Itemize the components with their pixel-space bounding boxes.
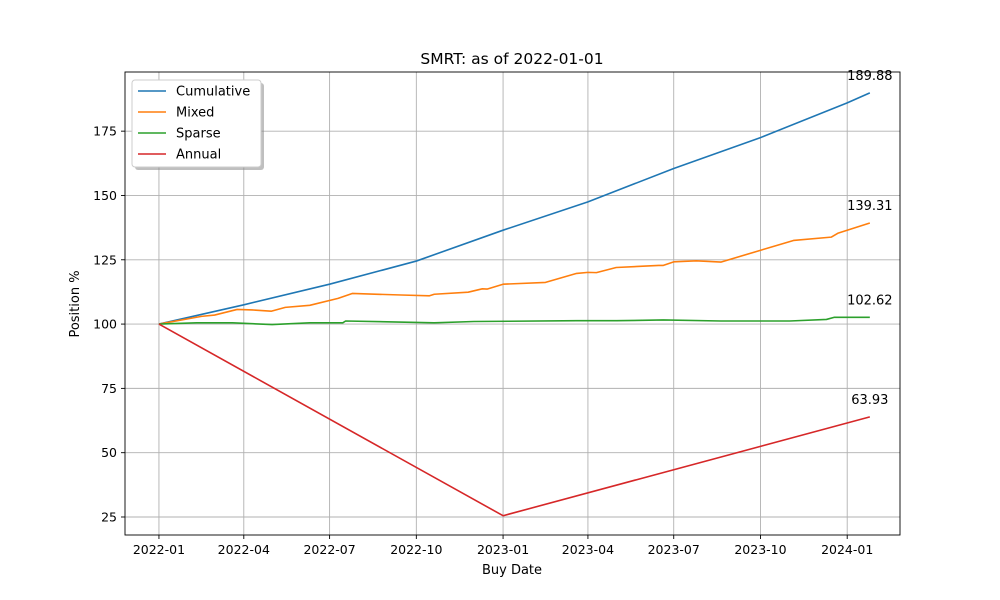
x-axis-ticks: 2022-01 2022-04 2022-07 2022-10 2023-01 2023-…: [133, 535, 873, 557]
x-tick-label: 2023-04: [562, 542, 614, 557]
series-line-sparse: [158, 316, 870, 326]
series-line-mixed: [158, 222, 871, 325]
legend-items: Cumulative Mixed Sparse Annual: [138, 85, 250, 163]
y-axis-ticks: 25 50 75 100 125 150 175: [93, 124, 125, 524]
x-tick-label: 2023-07: [648, 542, 700, 557]
legend: Cumulative Mixed Sparse Annual: [131, 79, 264, 170]
y-tick-label: 100: [93, 317, 117, 332]
x-tick-label: 2023-10: [734, 542, 786, 557]
end-labels: 189.88 139.31 102.62 63.93: [847, 69, 893, 408]
x-axis-label: Buy Date: [482, 563, 542, 578]
x-tick-label: 2022-10: [390, 542, 442, 557]
end-label-annual: 63.93: [851, 393, 888, 408]
grid-lines: [125, 72, 900, 535]
x-tick-label: 2022-01: [133, 542, 185, 557]
y-tick-label: 25: [101, 509, 117, 524]
series-lines: [158, 92, 871, 517]
legend-label-mixed: Mixed: [176, 106, 214, 121]
end-label-cumulative: 189.88: [847, 69, 893, 84]
x-tick-label: 2024-01: [821, 542, 873, 557]
series-line-cumulative: [158, 92, 871, 325]
end-label-sparse: 102.62: [847, 293, 893, 308]
plot-frame: [124, 71, 901, 536]
y-tick-label: 125: [93, 252, 117, 267]
y-tick-label: 75: [101, 381, 117, 396]
y-axis-label: Position %: [68, 270, 83, 337]
legend-label-annual: Annual: [176, 148, 221, 163]
y-tick-label: 175: [93, 124, 117, 139]
legend-label-sparse: Sparse: [176, 127, 221, 142]
x-tick-label: 2022-04: [218, 542, 270, 557]
chart-title: SMRT: as of 2022-01-01: [420, 50, 603, 68]
legend-label-cumulative: Cumulative: [176, 85, 250, 100]
y-tick-label: 150: [93, 188, 117, 203]
x-tick-label: 2023-01: [477, 542, 529, 557]
series-line-annual: [158, 323, 871, 517]
y-tick-label: 50: [101, 445, 117, 460]
end-label-mixed: 139.31: [847, 199, 893, 214]
x-tick-label: 2022-07: [303, 542, 355, 557]
legend-box: [131, 79, 262, 168]
